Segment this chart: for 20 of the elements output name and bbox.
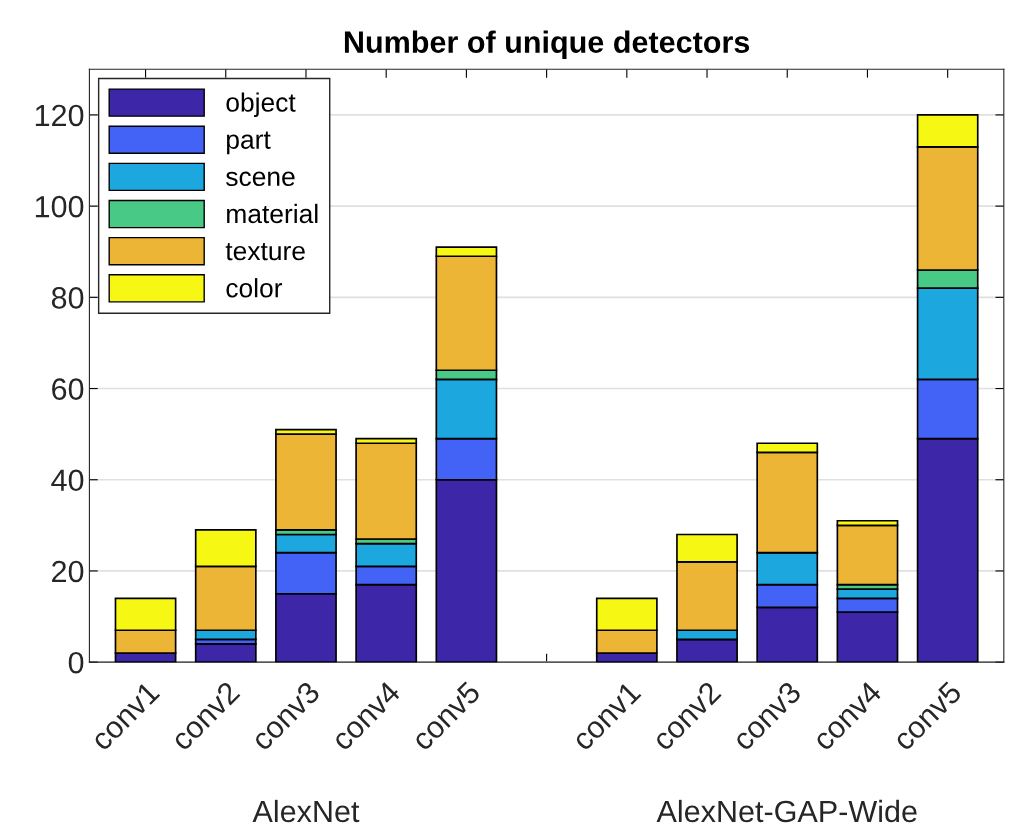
y-tick-label: 100 bbox=[35, 195, 84, 218]
y-tick-label: 20 bbox=[52, 560, 84, 583]
bar bbox=[355, 442, 418, 540]
legend-label: part bbox=[227, 131, 271, 155]
legend-label: material bbox=[227, 203, 318, 224]
bar bbox=[194, 643, 257, 663]
bar bbox=[275, 433, 337, 531]
y-tick-label: 120 bbox=[35, 104, 84, 127]
legend-label: scene bbox=[226, 171, 295, 187]
y-tick-label: 60 bbox=[52, 378, 84, 400]
bar bbox=[836, 524, 899, 586]
y-tick-label: 80 bbox=[51, 287, 84, 309]
y-tick-label: 0 bbox=[68, 651, 84, 674]
chart-title: Number of unique detectors bbox=[344, 30, 750, 59]
legend-label: texture bbox=[225, 243, 305, 261]
legend-label: color bbox=[226, 278, 283, 298]
legend-label: object bbox=[226, 92, 296, 117]
text: AlexNet bbox=[252, 799, 360, 823]
text: AlexNet-GAP-Wide bbox=[656, 799, 917, 823]
y-tick-label: 40 bbox=[51, 469, 84, 492]
